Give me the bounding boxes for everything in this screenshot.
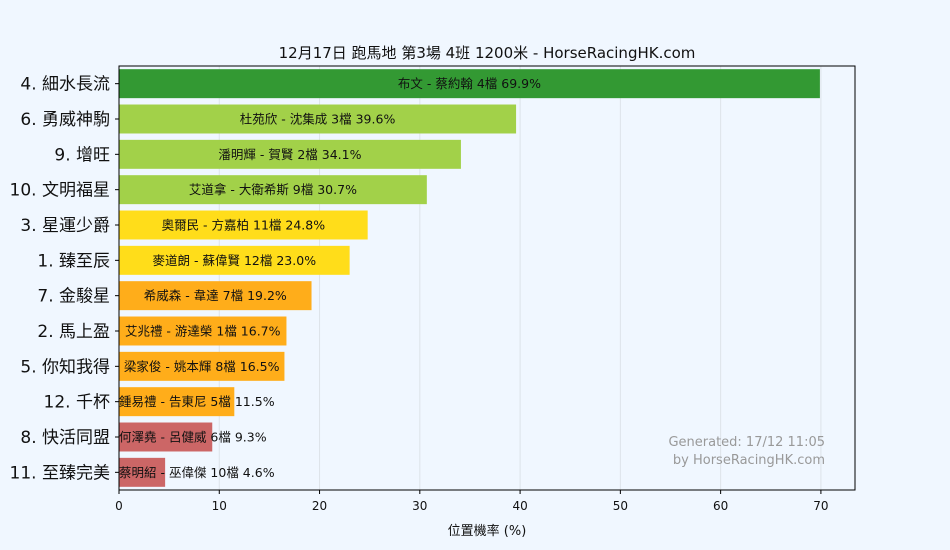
bar: [119, 210, 368, 240]
y-tick-label: 12. 千杯: [44, 393, 110, 413]
bar: [119, 351, 285, 381]
bar: [119, 316, 287, 346]
bar-label: 何澤堯 - 呂健威 6檔 9.3%: [119, 430, 267, 445]
bar-label: 杜苑欣 - 沈集成 3檔 39.6%: [240, 112, 396, 127]
bar-label: 艾兆禮 - 游達榮 1檔 16.7%: [125, 324, 281, 339]
y-tick-label: 10. 文明福星: [10, 181, 110, 201]
x-tick-label: 60: [713, 499, 728, 513]
y-tick-label: 6. 勇威神駒: [20, 110, 110, 130]
bar-label: 鍾易禮 - 告東尼 5檔 11.5%: [119, 394, 275, 409]
y-tick-label: 8. 快活同盟: [20, 428, 110, 448]
bar: [119, 104, 517, 134]
bar: [119, 245, 350, 275]
bar: [119, 422, 213, 452]
bar-label: 艾道拿 - 大衛希斯 9檔 30.7%: [189, 182, 357, 197]
x-tick-label: 70: [813, 499, 828, 513]
generated-timestamp: Generated: 17/12 11:05: [668, 435, 825, 450]
bar: [119, 69, 820, 99]
x-tick-label: 30: [412, 499, 427, 513]
x-axis-label: 位置機率 (%): [448, 523, 527, 539]
bar-label: 奧爾民 - 方嘉柏 11檔 24.8%: [162, 218, 326, 233]
bar-label: 潘明輝 - 賀賢 2檔 34.1%: [218, 147, 361, 162]
x-tick-label: 50: [613, 499, 628, 513]
x-tick-label: 0: [115, 499, 123, 513]
x-tick-label: 40: [512, 499, 527, 513]
generated-by: by HorseRacingHK.com: [673, 453, 825, 468]
y-tick-label: 1. 臻至辰: [37, 251, 110, 271]
bar-label: 蔡明紹 - 巫偉傑 10檔 4.6%: [119, 465, 275, 480]
y-tick-label: 2. 馬上盈: [37, 322, 110, 342]
bar-label: 梁家俊 - 姚本輝 8檔 16.5%: [124, 359, 280, 374]
y-tick-label: 9. 增旺: [54, 145, 110, 165]
bar-label: 希威森 - 韋達 7檔 19.2%: [144, 288, 287, 303]
y-tick-label: 11. 至臻完美: [10, 463, 110, 483]
bar-label: 麥道朗 - 蘇偉賢 12檔 23.0%: [153, 253, 317, 268]
y-tick-label: 7. 金駿星: [37, 287, 110, 307]
plot-area: [119, 66, 855, 490]
bar: [119, 139, 461, 169]
bar-label: 布文 - 蔡約翰 4檔 69.9%: [398, 76, 541, 91]
y-tick-label: 3. 星運少爵: [20, 216, 110, 236]
plot-frame: [118, 65, 856, 491]
bar: [119, 457, 166, 487]
bar: [119, 281, 312, 311]
chart-title: 12月17日 跑馬地 第3場 4班 1200米 - HorseRacingHK.…: [279, 44, 696, 62]
y-tick-label: 4. 細水長流: [20, 75, 110, 95]
y-tick-label: 5. 你知我得: [20, 357, 110, 377]
bar: [119, 175, 427, 205]
x-tick-label: 20: [312, 499, 327, 513]
bar: [119, 387, 235, 417]
x-tick-label: 10: [212, 499, 227, 513]
